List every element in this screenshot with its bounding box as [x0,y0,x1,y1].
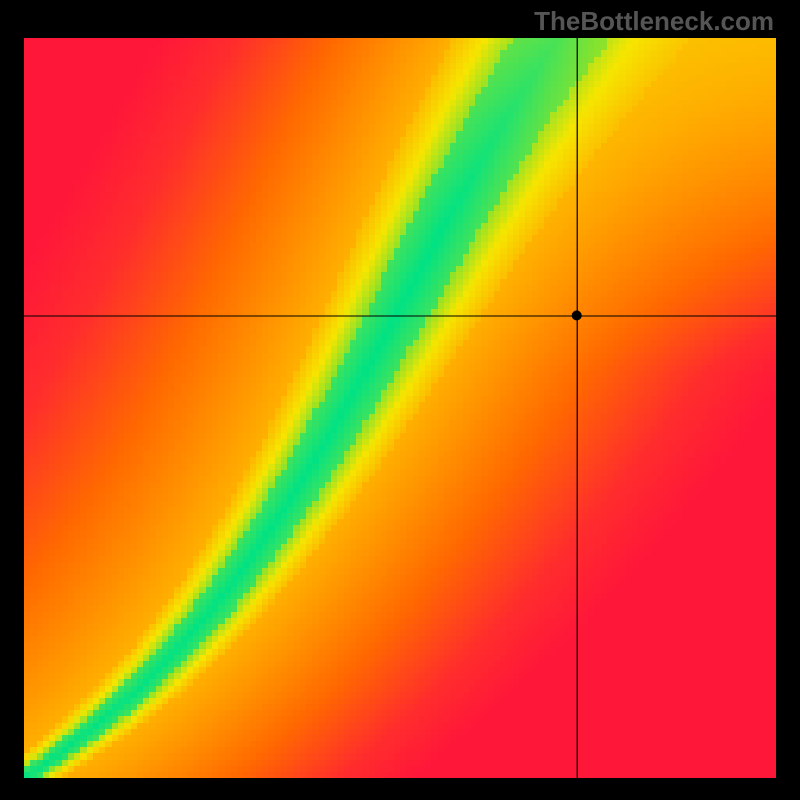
watermark-text: TheBottleneck.com [534,6,774,37]
bottleneck-heatmap [24,38,776,778]
chart-container: TheBottleneck.com [0,0,800,800]
